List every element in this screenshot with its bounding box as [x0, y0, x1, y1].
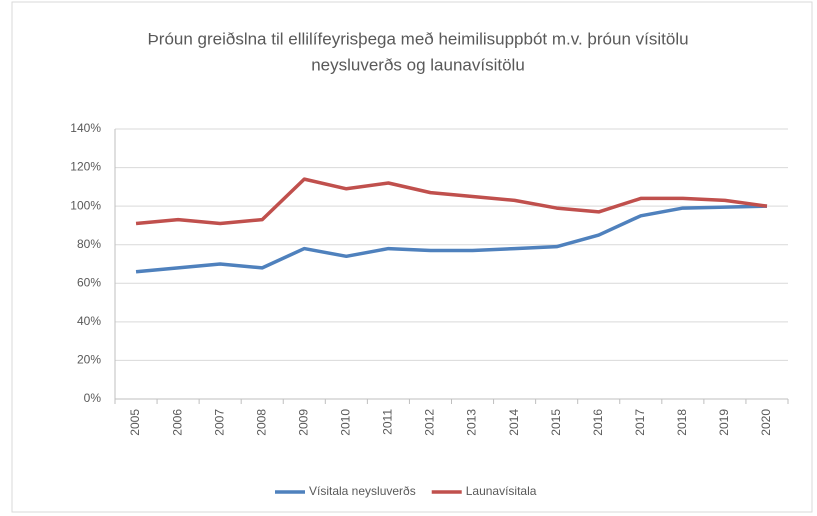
y-tick-label: 120%: [70, 160, 101, 174]
y-tick-label: 100%: [70, 198, 101, 212]
y-tick-label: 40%: [77, 314, 101, 328]
x-tick-label: 2006: [170, 409, 184, 436]
x-tick-label: 2010: [339, 409, 353, 436]
x-tick-label: 2018: [675, 409, 689, 436]
chart-title: neysluverðs og launavísitölu: [311, 55, 525, 74]
x-tick-label: 2011: [381, 409, 395, 435]
chart-title: Þróun greiðslna til ellilífeyrisþega með…: [147, 29, 688, 48]
y-tick-label: 0%: [84, 391, 102, 405]
y-tick-label: 80%: [77, 237, 101, 251]
chart-frame: [11, 1, 813, 513]
x-tick-label: 2009: [296, 409, 310, 436]
x-tick-label: 2015: [549, 409, 563, 436]
x-tick-label: 2019: [717, 409, 731, 436]
y-tick-label: 60%: [77, 275, 101, 289]
y-tick-label: 140%: [70, 121, 101, 135]
x-tick-label: 2005: [128, 409, 142, 436]
x-tick-label: 2008: [254, 409, 268, 436]
legend-label: Vísitala neysluverðs: [309, 484, 416, 498]
y-tick-label: 20%: [77, 353, 101, 367]
legend-label: Launavísitala: [466, 484, 537, 498]
line-series: [135, 177, 768, 226]
x-tick-label: 2014: [507, 409, 521, 436]
line-series: [135, 204, 768, 274]
x-tick-label: 2007: [212, 409, 226, 436]
x-tick-label: 2012: [423, 409, 437, 436]
x-tick-label: 2020: [759, 409, 773, 436]
x-tick-label: 2013: [465, 409, 479, 436]
x-tick-label: 2017: [633, 409, 647, 436]
x-tick-label: 2016: [591, 409, 605, 436]
